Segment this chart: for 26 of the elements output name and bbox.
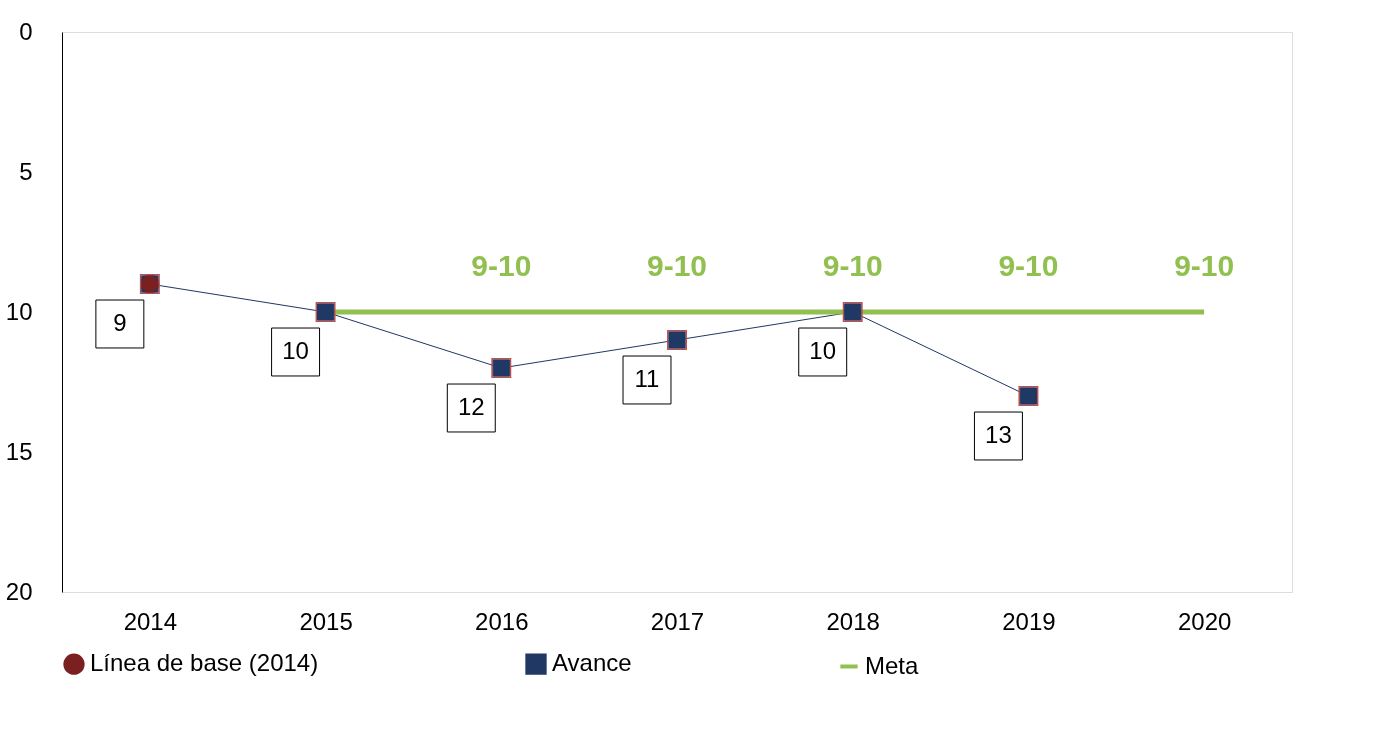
data-label: 9-10 xyxy=(998,249,1059,282)
y-tick-label: 15 xyxy=(5,437,33,465)
data-label: 9-10 xyxy=(471,249,532,282)
data-label: 9-10 xyxy=(1174,249,1235,282)
legend-label: Avance xyxy=(552,649,632,677)
y-tick-label: 5 xyxy=(19,157,33,185)
data-label: 9-10 xyxy=(822,249,883,282)
data-label: 10 xyxy=(282,337,309,364)
data-label: 13 xyxy=(985,421,1012,448)
x-tick-label: 2016 xyxy=(475,607,529,635)
y-tick-label: 10 xyxy=(5,297,33,325)
data-label: 10 xyxy=(809,337,837,364)
data-label: 9 xyxy=(113,309,127,336)
data-label: 11 xyxy=(634,365,660,392)
data-label: 9-10 xyxy=(646,249,708,282)
legend-label: Línea de base (2014) xyxy=(90,649,319,677)
x-tick-label: 2020 xyxy=(1177,607,1232,635)
y-tick-label: 20 xyxy=(5,577,33,605)
data-label: 12 xyxy=(457,393,485,420)
x-tick-label: 2019 xyxy=(1002,607,1056,635)
legend-label: Meta xyxy=(865,651,920,679)
x-tick-label: 2015 xyxy=(299,607,353,635)
y-tick-label: 0 xyxy=(19,17,33,45)
x-tick-label: 2017 xyxy=(650,607,705,635)
x-tick-label: 2018 xyxy=(826,607,880,635)
x-tick-label: 2014 xyxy=(123,607,178,635)
